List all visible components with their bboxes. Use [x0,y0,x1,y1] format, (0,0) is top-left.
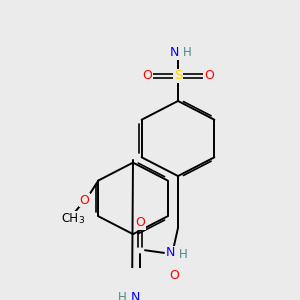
Text: O: O [135,216,145,229]
Text: H: H [183,46,191,59]
Text: O: O [204,70,214,83]
Text: S: S [174,70,182,83]
Text: O: O [80,194,89,207]
Text: N: N [130,291,140,300]
Text: 3: 3 [79,216,84,225]
Text: H: H [178,248,188,261]
Text: O: O [169,269,179,282]
Text: N: N [169,46,179,59]
Text: O: O [142,70,152,83]
Text: H: H [118,291,126,300]
Text: CH: CH [62,212,79,224]
Text: N: N [165,246,175,260]
